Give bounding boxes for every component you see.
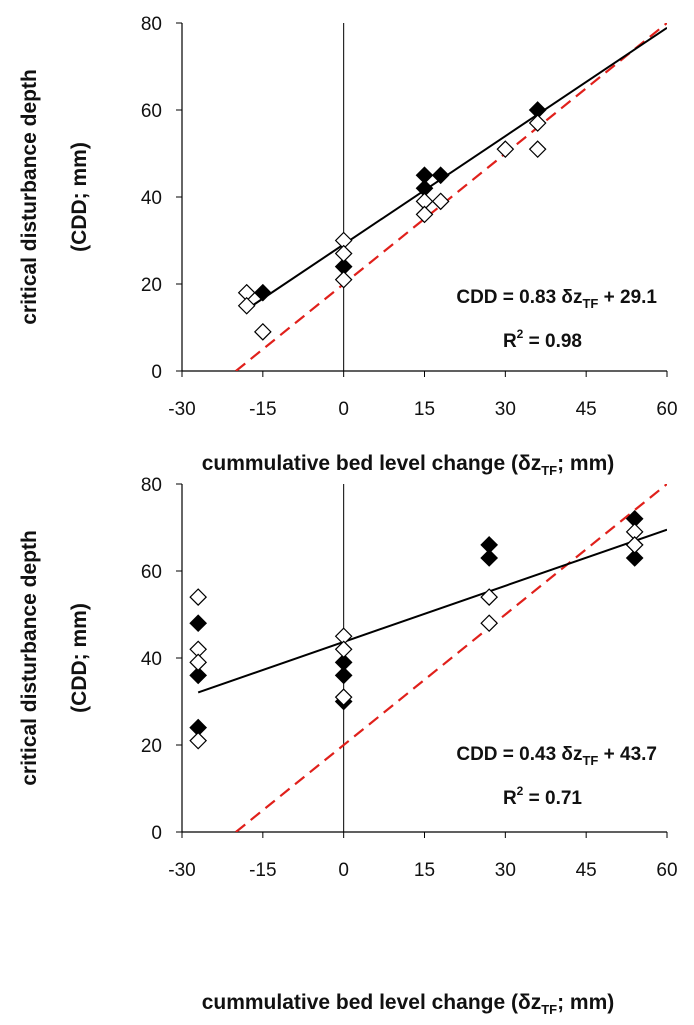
x-tick-label: 0 (338, 860, 349, 881)
regression-line (246, 26, 667, 311)
open-diamond-point (253, 323, 272, 341)
regression-line (197, 528, 667, 694)
x-tick-label: 60 (656, 399, 677, 420)
open-diamond-point (480, 614, 499, 633)
y-tick-label: 20 (141, 736, 162, 757)
chart-2: 0 20 40 60 80 -30 -15 0 15 30 45 60 CDD = 0.43 δzTF … (18, 475, 678, 1017)
r2-value: = 0.98 (523, 331, 582, 352)
filled-diamond-point (431, 166, 450, 185)
x-tick-label: 15 (414, 860, 435, 881)
equation-text: CDD = 0.83 δz (456, 287, 582, 308)
x-axis-label-tail: ; mm) (557, 991, 614, 1014)
open-diamond-point (189, 731, 208, 750)
x-axis-label-tail: ; mm) (557, 452, 614, 475)
x-axis-label: cummulative bed level change (δzTF; mm) (202, 991, 615, 1017)
r2-text: R (503, 331, 517, 352)
x-tick-label: 30 (495, 860, 516, 881)
y-tick-label: 40 (141, 188, 162, 209)
open-diamond-point (189, 653, 208, 672)
open-diamond-point (480, 588, 499, 606)
open-diamond-point (415, 205, 434, 224)
y-tick-label: 0 (151, 823, 162, 844)
r2-value: = 0.71 (523, 788, 582, 809)
x-tick-label: 15 (414, 399, 435, 420)
r2-text: R (503, 788, 517, 809)
x-tick-label: -15 (249, 860, 276, 881)
r-squared: R2 = 0.98 (503, 327, 582, 352)
y-tick-label: 0 (151, 362, 162, 383)
filled-diamond-point (625, 549, 644, 567)
x-tick-label: 45 (576, 860, 597, 881)
filled-diamond-point (253, 283, 272, 302)
r2-superscript: 2 (517, 784, 524, 798)
open-diamond-point (237, 296, 256, 315)
y-tick-label: 80 (141, 14, 162, 35)
x-tick-label: 45 (576, 399, 597, 420)
y-axis-label-line1: critical disturbance depth (18, 530, 41, 786)
filled-diamond-point (334, 666, 353, 685)
x-axis-label-text: cummulative bed level change (δz (202, 991, 542, 1014)
open-diamond-point (528, 140, 547, 158)
open-diamond-point (431, 192, 450, 211)
x-axis-label: cummulative bed level change (δzTF; mm) (202, 452, 615, 478)
open-diamond-point (334, 688, 353, 706)
x-axis-label-subscript: TF (541, 463, 557, 478)
open-diamond-point (334, 640, 353, 659)
x-axis-label-subscript: TF (541, 1002, 557, 1017)
open-diamond-point (334, 244, 353, 263)
regression-equation: CDD = 0.83 δzTF + 29.1 (456, 287, 657, 311)
open-diamond-point (625, 536, 644, 554)
y-tick-label: 40 (141, 649, 162, 670)
y-tick-label: 80 (141, 475, 162, 496)
x-tick-label: -30 (168, 860, 195, 881)
x-tick-label: -15 (249, 399, 276, 420)
equation-subscript: TF (582, 753, 598, 768)
equation-subscript: TF (582, 296, 598, 311)
x-tick-label: 0 (338, 399, 349, 420)
equation-text: CDD = 0.43 δz (456, 744, 582, 765)
open-diamond-point (496, 140, 515, 158)
x-axis-label-text: cummulative bed level change (δz (202, 452, 542, 475)
open-diamond-point (528, 114, 547, 132)
open-diamond-point (334, 270, 353, 289)
r2-superscript: 2 (517, 327, 524, 341)
filled-diamond-point (189, 614, 208, 633)
regression-equation: CDD = 0.43 δzTF + 43.7 (456, 744, 657, 768)
y-tick-label: 60 (141, 101, 162, 122)
y-axis-label-line2: (CDD; mm) (68, 142, 91, 252)
y-tick-label: 60 (141, 562, 162, 583)
equation-text-tail: + 29.1 (598, 287, 657, 308)
x-tick-label: 60 (656, 860, 677, 881)
y-tick-label: 20 (141, 275, 162, 296)
r-squared: R2 = 0.71 (503, 784, 582, 809)
chart-1: 0 20 40 60 80 -30 -15 0 15 30 45 60 CDD = 0.83 δzTF … (18, 14, 678, 478)
x-tick-label: -30 (168, 399, 195, 420)
reference-line (235, 484, 667, 832)
equation-text-tail: + 43.7 (598, 744, 657, 765)
reference-line (235, 23, 667, 371)
x-tick-label: 30 (495, 399, 516, 420)
y-axis-label-line1: critical disturbance depth (18, 69, 41, 325)
y-axis-label-line2: (CDD; mm) (68, 603, 91, 713)
filled-diamond-point (480, 549, 499, 567)
filled-diamond-point (189, 666, 208, 685)
open-diamond-point (189, 588, 208, 606)
